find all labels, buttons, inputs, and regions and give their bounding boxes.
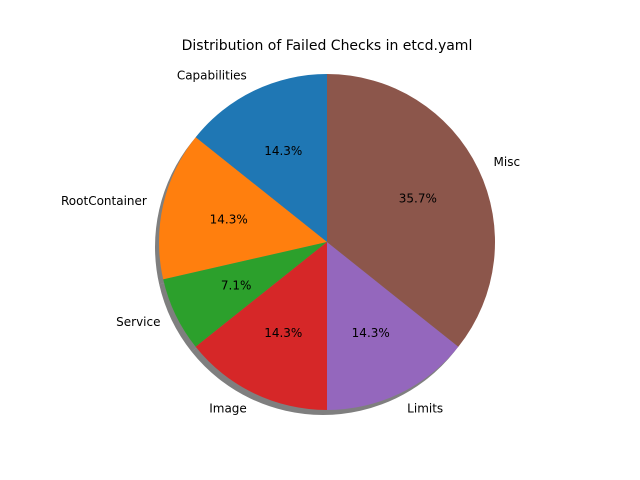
- pct-label-misc: 35.7%: [399, 191, 437, 205]
- pct-label-rootcontainer: 14.3%: [210, 213, 248, 227]
- pct-label-image: 14.3%: [264, 326, 302, 340]
- slice-image: [195, 242, 327, 410]
- slice-limits: [327, 242, 459, 410]
- slice-service: [163, 242, 327, 347]
- slice-label-misc: Misc: [494, 155, 521, 169]
- pie-slices: [158, 73, 496, 410]
- chart-title: Distribution of Failed Checks in etcd.ya…: [182, 38, 473, 54]
- pct-label-limits: 14.3%: [352, 326, 390, 340]
- slice-label-limits: Limits: [407, 402, 443, 416]
- slice-label-capabilities: Capabilities: [177, 69, 247, 83]
- pct-label-capabilities: 14.3%: [264, 144, 302, 158]
- slice-rootcontainer: [158, 137, 327, 280]
- slice-label-rootcontainer: RootContainer: [61, 194, 147, 208]
- slice-label-image: Image: [209, 402, 247, 416]
- slice-label-service: Service: [116, 315, 160, 329]
- slice-capabilities: [195, 73, 327, 242]
- slice-misc: [327, 73, 496, 347]
- pct-label-service: 7.1%: [221, 279, 252, 293]
- pie-labels: Capabilities 14.3% RootContainer 14.3% Servi…: [61, 69, 520, 416]
